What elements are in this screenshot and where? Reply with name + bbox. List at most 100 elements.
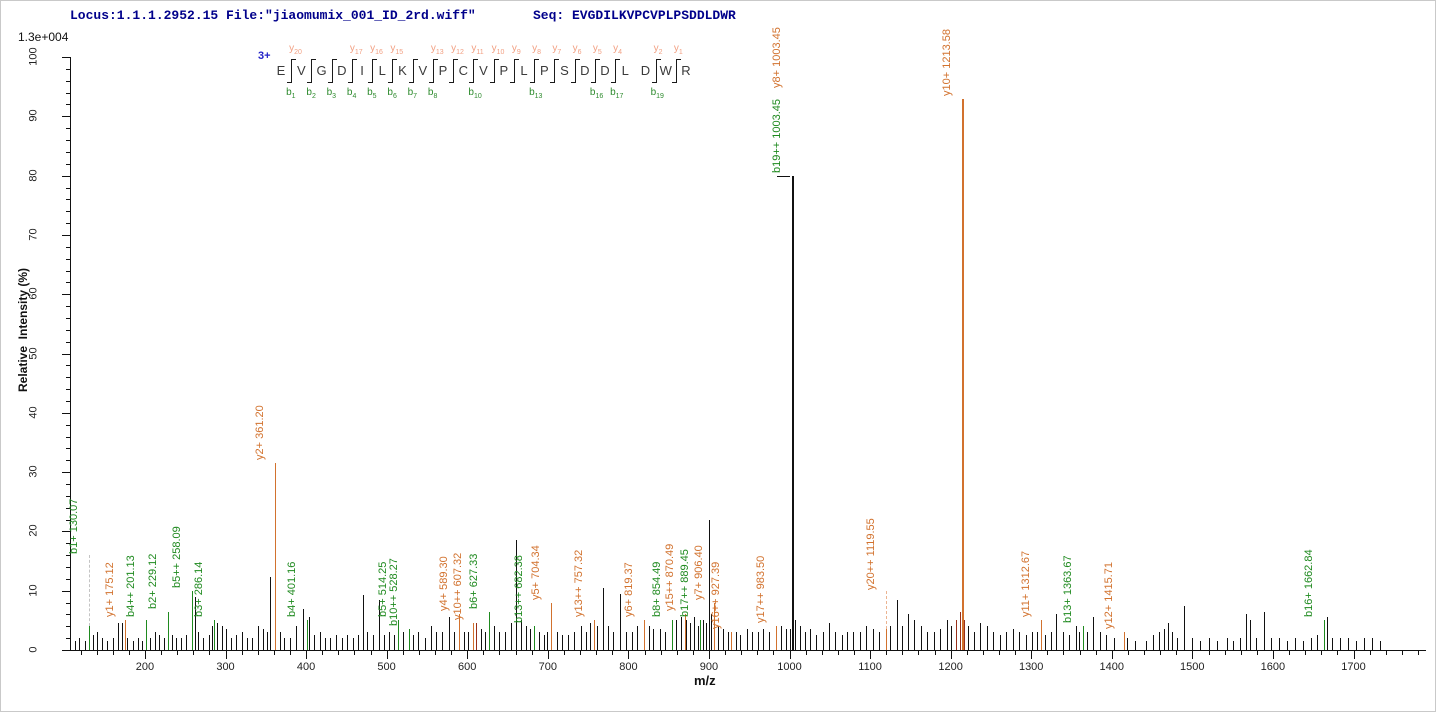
x-tick-label: 800 [619, 661, 638, 673]
x-minor-tick [1224, 651, 1226, 655]
x-tick-label: 300 [216, 661, 235, 673]
x-major-tick [950, 651, 952, 659]
spectrum-peak [1152, 635, 1154, 650]
y-major-tick [62, 472, 70, 474]
peak-label-y8+: y8+ 1003.45 [771, 26, 784, 88]
spectrum-peak [785, 629, 787, 650]
label-leader-line [88, 555, 90, 627]
spectrum-peak [1233, 641, 1235, 650]
spectrum-peak-b6+ [489, 611, 491, 650]
peak-label-b4++: b4++ 201.13 [124, 555, 137, 618]
spectrum-peak [1075, 626, 1077, 650]
x-minor-tick [402, 651, 404, 655]
y-major-tick [62, 650, 70, 651]
residue-12-P: P [499, 63, 509, 78]
y-tick-label: 90 [27, 109, 40, 122]
spectrum-peak [309, 617, 311, 650]
spectrum-peak [464, 632, 465, 650]
x-minor-tick [982, 651, 984, 655]
y-minor-tick [66, 329, 70, 331]
fragment-label-y20: y20 [289, 43, 302, 56]
y-minor-tick [66, 543, 70, 545]
y-axis-max-intensity-label: 1.3e+004 [18, 30, 69, 44]
y-minor-tick [66, 211, 70, 213]
spectrum-peak [999, 635, 1001, 650]
x-minor-tick [886, 651, 888, 655]
x-minor-tick [1385, 651, 1387, 655]
y-minor-tick [66, 495, 70, 497]
spectrum-peak [1331, 638, 1333, 650]
spectrum-peak [686, 620, 688, 650]
spectrum-peak [85, 641, 87, 650]
fragment-label-y10: y10 [491, 43, 505, 56]
spectrum-peak [596, 626, 598, 650]
y-tick-label: 80 [27, 168, 40, 182]
spectrum-peak [516, 540, 518, 650]
spectrum-peak-y12+ [1124, 632, 1126, 650]
peak-label-y11+: y11+ 1312.67 [1020, 551, 1033, 618]
x-tick-label: 900 [699, 661, 719, 673]
y-tick-label: 40 [27, 406, 40, 419]
peak-label-y10+: y10+ 1213.58 [940, 28, 953, 96]
fragment-label-y1: y1 [673, 43, 683, 56]
spectrum-peak [632, 632, 634, 650]
y-tick-label: 60 [27, 287, 40, 300]
spectrum-peak-y20++ [885, 629, 887, 650]
spectrum-peak [538, 632, 540, 650]
spectrum-peak-b17++ [700, 620, 702, 650]
peak-label-y1+: y1+ 175.12 [103, 562, 116, 618]
x-minor-tick [1401, 651, 1403, 655]
spectrum-peak [664, 632, 666, 650]
spectrum-peak-overlap [963, 620, 965, 650]
spectrum-peak [1302, 641, 1304, 650]
spectrum-peak [804, 632, 806, 650]
spectrum-peak [498, 632, 500, 650]
peak-label-b13++: b13++ 682.38 [512, 555, 525, 624]
cleavage-mark-7 [408, 59, 418, 83]
peak-label-b10++: b10++ 528.27 [388, 558, 401, 627]
spectrum-peak [758, 632, 760, 650]
x-minor-tick [1208, 651, 1210, 655]
spectrum-peak [118, 623, 120, 650]
spectrum-peak [296, 626, 298, 650]
spectrum-peak [484, 632, 486, 650]
spectrum-peak [510, 623, 512, 650]
residue-16-D: D [580, 63, 590, 78]
x-minor-tick [322, 651, 324, 655]
fragment-label-b7: b7 [407, 87, 418, 100]
x-minor-tick [418, 651, 420, 655]
spectrum-peak-overlap [959, 611, 961, 650]
x-minor-tick [741, 651, 743, 655]
spectrum-peak [619, 593, 621, 650]
spectrum-peak [746, 629, 748, 650]
spectrum-peak [1177, 638, 1178, 650]
cleavage-mark-12 [509, 59, 519, 83]
header-bar: Locus:1.1.1.2952.15 File:"jiaomumix_001_… [0, 8, 1436, 26]
y-minor-tick [66, 151, 70, 153]
x-minor-tick [1144, 651, 1145, 655]
spectrum-peak [853, 632, 855, 650]
spectrum-peak [149, 638, 151, 650]
spectrum-peak [1347, 638, 1349, 650]
spectrum-peak [357, 635, 359, 650]
spectrum-peak [393, 635, 395, 650]
peak-label-b1+: b1+ 130.07 [67, 498, 80, 555]
spectrum-peak [1019, 632, 1021, 650]
residue-20-W: W [659, 63, 672, 78]
fragment-label-y7: y7 [552, 43, 562, 56]
y-minor-tick [66, 92, 70, 94]
spectrum-peak [194, 596, 196, 650]
x-minor-tick [1095, 651, 1097, 655]
spectrum-peak [625, 632, 627, 650]
x-major-tick [467, 651, 469, 659]
spectrum-peak [1264, 611, 1266, 650]
residue-4-D: D [337, 63, 347, 78]
x-minor-tick [1369, 651, 1371, 655]
y-minor-tick [66, 484, 70, 485]
spectrum-peak [727, 632, 729, 650]
y-minor-tick [66, 424, 70, 426]
fragment-label-y12: y12 [451, 43, 464, 56]
spectrum-peak [816, 635, 818, 650]
x-tick-label: 600 [458, 661, 477, 673]
